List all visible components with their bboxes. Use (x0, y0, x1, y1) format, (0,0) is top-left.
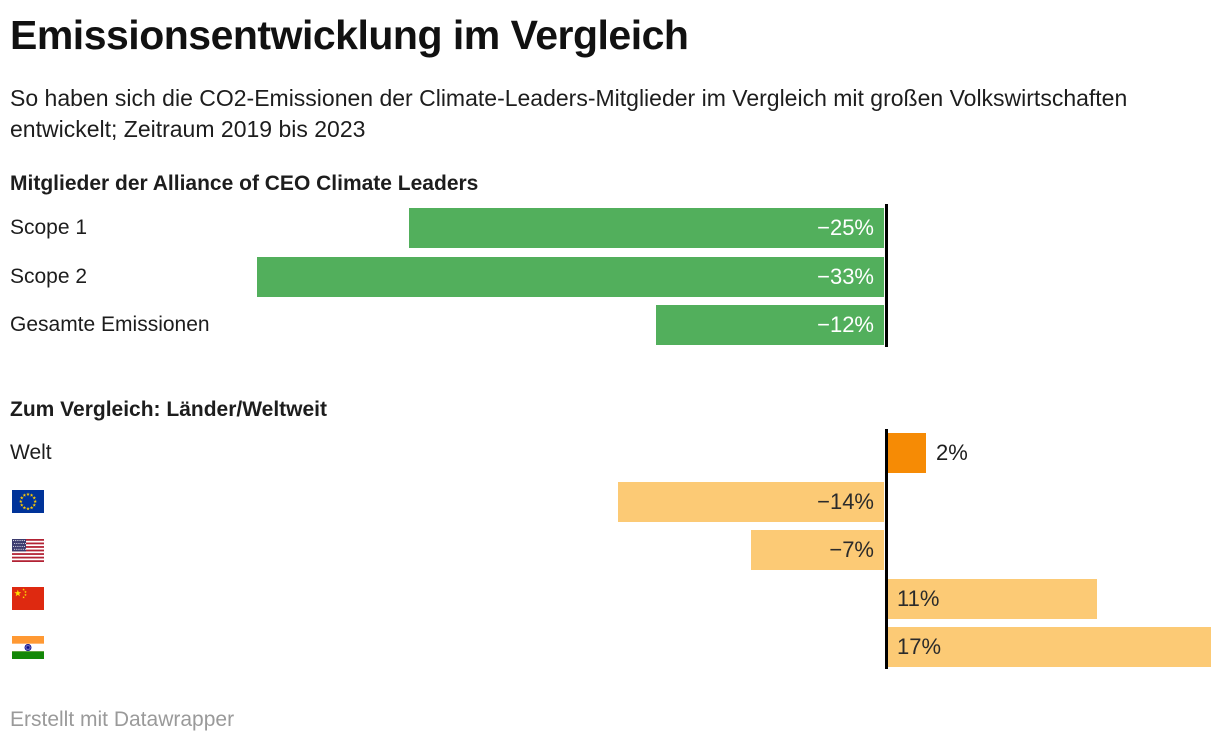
bar: −7% (751, 530, 884, 570)
bar-value-label: −33% (817, 263, 874, 289)
bar: 17% (888, 627, 1211, 667)
row-label: Gesamte Emissionen (10, 313, 210, 336)
group-rows: Welt 2% −14% −7% 11% 17% (10, 429, 1211, 669)
group-rows: Scope 1 −25% Scope 2 −33% Gesamte Emissionen… (10, 204, 1210, 347)
bar-row: Scope 1 −25% (10, 208, 1210, 248)
eu-flag-icon (10, 482, 44, 522)
bar: −33% (257, 256, 884, 297)
bar-row: Welt 2% (10, 433, 1210, 473)
group-label: Zum Vergleich: Länder/Weltweit (10, 398, 328, 421)
china-flag-icon (10, 579, 44, 619)
chart-title: Emissionsentwicklung im Vergleich (10, 12, 689, 58)
bar: −12% (656, 305, 884, 345)
bar-value-label: −7% (829, 537, 874, 562)
bar-row: 17% (10, 627, 1211, 667)
bar-value-label: 17% (897, 634, 942, 659)
bar-value-label: −14% (817, 488, 874, 514)
zero-axis-line (885, 204, 888, 347)
bar-value-label: 2% (936, 440, 968, 465)
chart-group-2: Zum Vergleich: Länder/Weltweit Welt 2% −14%… (10, 397, 1211, 669)
bar-value-label: −12% (817, 312, 874, 337)
row-label: Scope 2 (10, 264, 88, 288)
attribution-link[interactable]: Erstellt mit Datawrapper (10, 708, 235, 731)
bar-row: 11% (10, 578, 1210, 619)
bar-value-label: −25% (817, 215, 874, 240)
us-flag-icon (10, 530, 44, 570)
bar-row: −7% (10, 530, 1210, 570)
row-label: Welt (10, 441, 52, 464)
group-label: Mitglieder der Alliance of CEO Climate L… (10, 172, 479, 195)
bar: 11% (888, 578, 1097, 619)
bar-value-label: 11% (897, 585, 940, 611)
bar-row: Scope 2 −33% (10, 256, 1210, 297)
india-flag-icon (10, 627, 44, 667)
chart-subtitle: So haben sich die CO2-Emissionen der Cli… (10, 85, 1128, 142)
chart-group-1: Mitglieder der Alliance of CEO Climate L… (10, 171, 1210, 347)
bar-row: −14% (10, 481, 1210, 522)
zero-axis-line (885, 429, 888, 669)
bar-row: Gesamte Emissionen −12% (10, 305, 1210, 345)
bar (888, 433, 926, 473)
bar: −14% (618, 481, 884, 522)
chart-body: Mitglieder der Alliance of CEO Climate L… (10, 171, 1211, 669)
row-label: Scope 1 (10, 216, 88, 239)
bar: −25% (409, 208, 884, 248)
